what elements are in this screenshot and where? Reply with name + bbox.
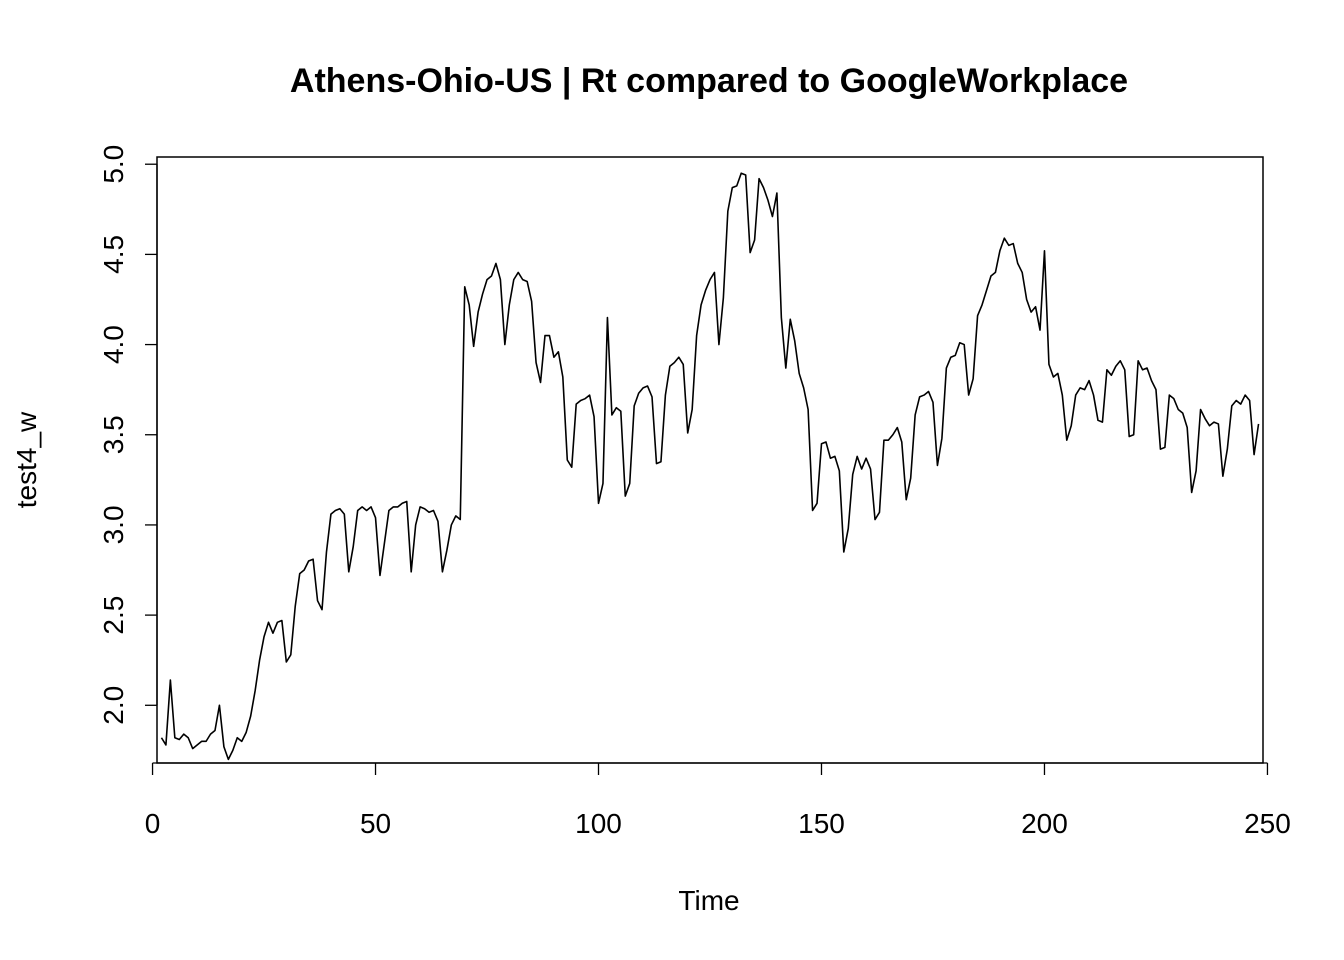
y-tick-label: 2.0 (98, 686, 129, 725)
y-tick-label: 4.0 (98, 325, 129, 364)
y-tick-label: 3.5 (98, 415, 129, 454)
x-tick-label: 150 (798, 808, 845, 839)
y-tick-label: 3.0 (98, 505, 129, 544)
y-axis: 2.0 2.5 3.0 3.5 4.0 4.5 5.0 (98, 145, 158, 725)
y-axis-label: test4_w (11, 411, 42, 508)
x-tick-label: 50 (360, 808, 391, 839)
x-tick-label: 200 (1021, 808, 1068, 839)
x-tick-label: 250 (1244, 808, 1291, 839)
y-tick-label: 5.0 (98, 145, 129, 184)
x-tick-label: 100 (575, 808, 622, 839)
y-tick-label: 2.5 (98, 596, 129, 635)
series-line (160, 172, 1260, 761)
x-axis-label: Time (678, 885, 739, 916)
chart-title: Athens-Ohio-US | Rt compared to GoogleWo… (290, 62, 1128, 100)
plot-frame (156, 156, 1264, 764)
x-axis: 0 50 100 150 200 250 (145, 762, 1291, 839)
y-tick-label: 4.5 (98, 235, 129, 274)
x-tick-label: 0 (145, 808, 161, 839)
series-group (160, 172, 1260, 761)
